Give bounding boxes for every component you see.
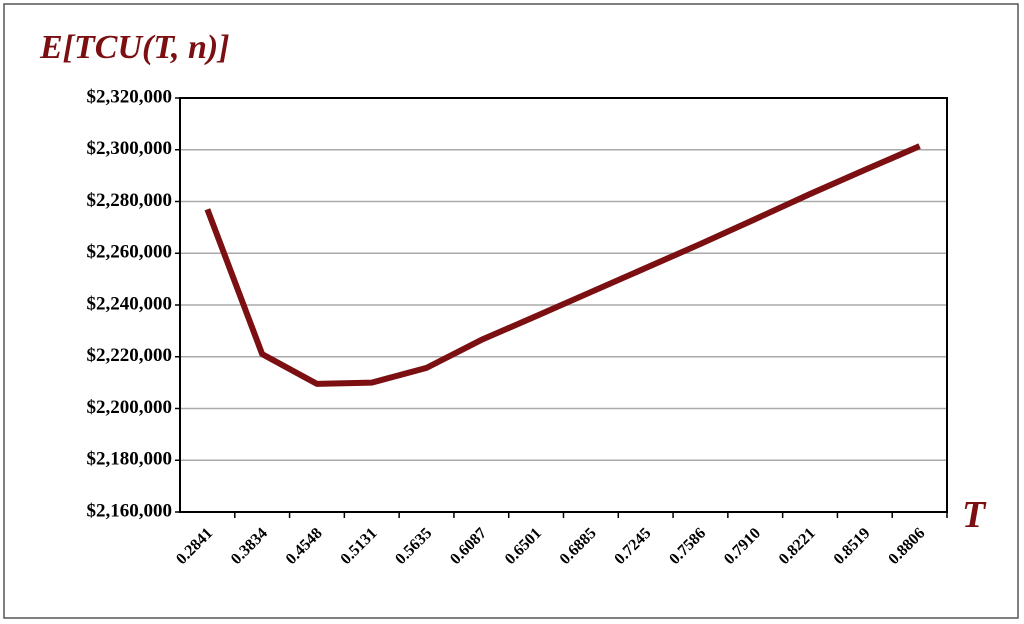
y-tick-label: $2,200,000 [87,397,173,418]
y-tick-label: $2,240,000 [87,293,173,314]
y-tick-label: $2,320,000 [87,86,173,107]
line [204,143,921,387]
y-tick-label: $2,160,000 [87,500,173,521]
x-axis-title: T [962,494,987,536]
y-axis-title: E[TCU(T, n)] [39,29,230,66]
frame [3,3,1019,619]
y-tick-label: $2,280,000 [87,190,173,211]
y-tick-label: $2,180,000 [87,449,173,470]
y-tick-label: $2,220,000 [87,345,173,366]
y-tick-label: $2,300,000 [87,138,173,159]
y-tick-label: $2,260,000 [87,242,173,263]
